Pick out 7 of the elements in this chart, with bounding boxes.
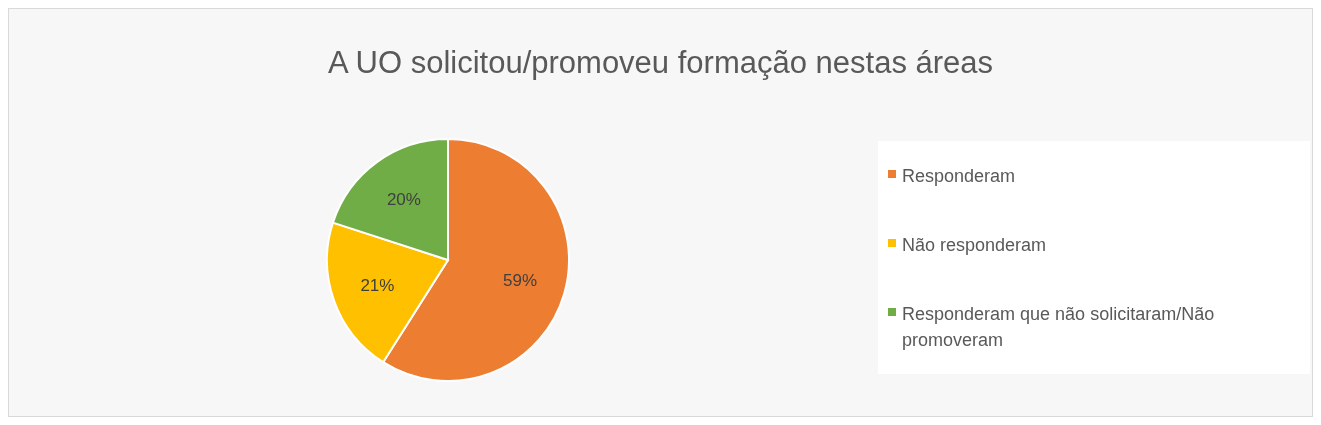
data-label: 21% [360, 275, 395, 295]
data-label: 59% [503, 271, 538, 291]
legend-label: Não responderam [902, 233, 1047, 257]
legend-label: Responderam [902, 164, 1016, 188]
legend-label: Responderam que não solicitaram/Não promoveram [902, 302, 1216, 352]
data-label: 20% [386, 189, 421, 209]
chart-title: A UO solicitou/promoveu formação nestas áreas [326, 45, 995, 81]
